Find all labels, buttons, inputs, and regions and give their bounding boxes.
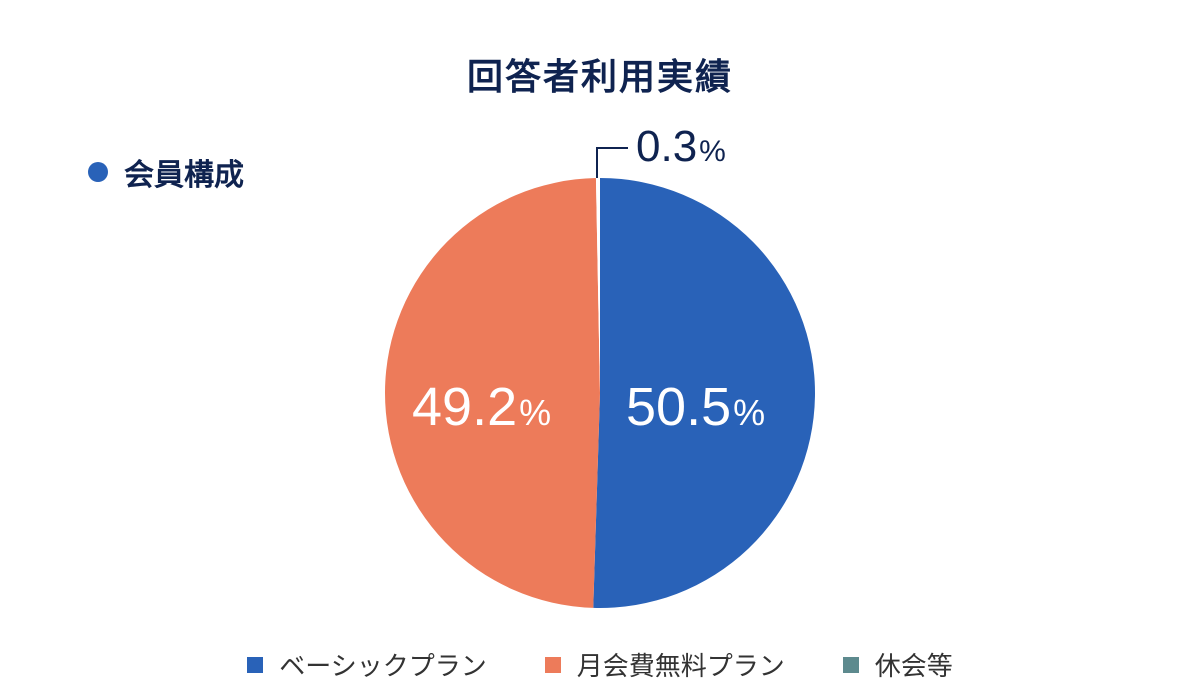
section-heading: 会員構成 (88, 150, 244, 194)
legend-swatch-icon (247, 656, 264, 673)
legend-swatch-icon (842, 656, 859, 673)
label-rest: 0.3% (636, 122, 726, 171)
leader-line (596, 147, 628, 178)
legend-item-basic: ベーシックプラン (247, 646, 487, 683)
label-free: 49.2% (412, 377, 552, 437)
chart-title: 回答者利用実績 (466, 57, 733, 98)
legend-item-rest: 休会等 (842, 646, 953, 683)
legend: ベーシックプラン 月会費無料プラン 休会等 (0, 646, 1200, 683)
section-label: 会員構成 (124, 158, 244, 193)
legend-item-free: 月会費無料プラン (544, 646, 785, 683)
slice-basic (593, 178, 815, 608)
slice-rest (595, 178, 600, 393)
bullet-dot-icon (88, 162, 108, 182)
slice-free (384, 178, 600, 608)
label-basic: 50.5% (626, 377, 766, 437)
legend-swatch-icon (544, 656, 561, 673)
